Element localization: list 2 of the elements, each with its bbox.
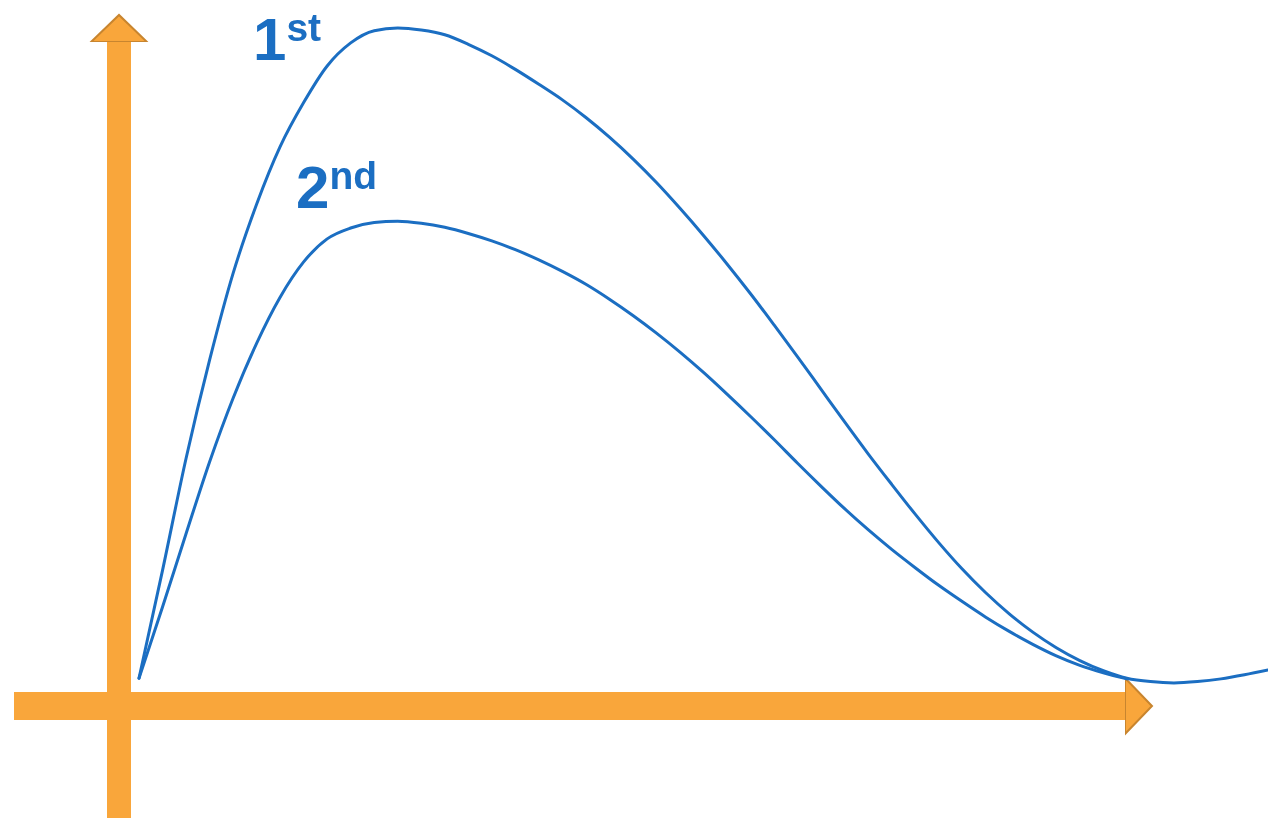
- series-label: 1$^{st}$: [253, 6, 322, 73]
- series-label: 2$^{nd}$: [296, 154, 378, 221]
